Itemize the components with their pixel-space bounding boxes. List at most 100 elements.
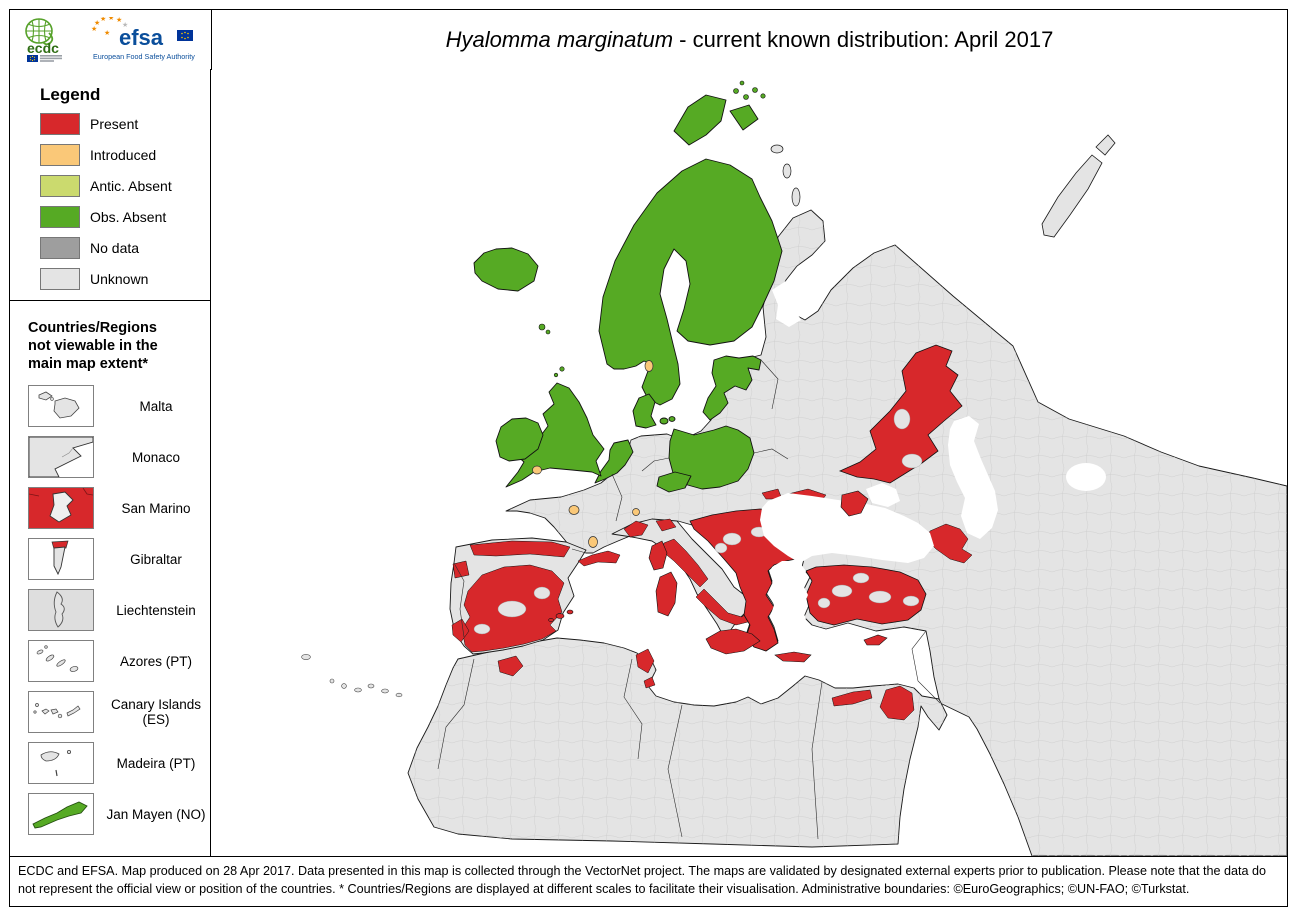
inset-item-azores: Azores (PT) bbox=[28, 640, 210, 683]
title-rest: - current known distribution: April 2017 bbox=[673, 26, 1054, 52]
map-region-madeira bbox=[301, 654, 311, 660]
map-region-novaya-zemlya bbox=[1041, 134, 1116, 238]
map-region-arctic-islands bbox=[770, 144, 801, 207]
map-region-turkey bbox=[805, 564, 927, 626]
legend-swatch-introduced bbox=[40, 144, 80, 166]
inset-item-jan-mayen: Jan Mayen (NO) bbox=[28, 793, 210, 836]
map-region-cyprus bbox=[863, 634, 888, 646]
inset-panel: Countries/Regions not viewable in the ma… bbox=[10, 301, 211, 856]
legend-item-antic-absent: Antic. Absent bbox=[40, 175, 210, 197]
header: ecdc ★ ★ ★ ★ ★ ★ ★ efsa European Food Safety… bbox=[10, 10, 1287, 70]
legend-swatch-antic-absent bbox=[40, 175, 80, 197]
san-marino-thumbnail bbox=[28, 487, 94, 530]
svg-text:★: ★ bbox=[122, 21, 128, 29]
map-region-morocco bbox=[497, 655, 524, 677]
map-region-caucasus bbox=[925, 523, 973, 564]
map-document-frame: ecdc ★ ★ ★ ★ ★ ★ ★ efsa European Food Safety… bbox=[9, 9, 1288, 907]
inset-item-madeira: Madeira (PT) bbox=[28, 742, 210, 785]
map-region-portugal-north bbox=[452, 560, 470, 579]
svg-text:★: ★ bbox=[94, 19, 100, 27]
map-region-faroe bbox=[538, 323, 551, 335]
white-sea bbox=[772, 281, 801, 327]
legend-item-obs-absent: Obs. Absent bbox=[40, 206, 210, 228]
map-region-benelux bbox=[594, 439, 634, 484]
legend-swatch-present bbox=[40, 113, 80, 135]
legend-item-introduced: Introduced bbox=[40, 144, 210, 166]
distribution-map-svg bbox=[301, 80, 1287, 856]
legend-swatch-unknown bbox=[40, 268, 80, 290]
ecdc-logo: ecdc bbox=[24, 17, 62, 62]
caspian-sea bbox=[948, 416, 998, 539]
map-region-crete bbox=[774, 651, 812, 663]
map-region-england-introduced bbox=[532, 465, 542, 475]
efsa-eu-flag-icon bbox=[176, 29, 193, 41]
black-sea bbox=[760, 493, 934, 563]
inset-item-canary-islands: Canary Islands (ES) bbox=[28, 691, 210, 734]
map-region-switzerland-introduced bbox=[632, 508, 640, 516]
legend-title: Legend bbox=[40, 85, 101, 104]
inset-panel-title: Countries/Regions not viewable in the ma… bbox=[28, 320, 158, 373]
map-region-sicily bbox=[705, 628, 761, 655]
country-borders bbox=[437, 359, 941, 840]
map-region-france-west-introduced bbox=[568, 505, 580, 515]
map-region-denmark-islands bbox=[659, 416, 676, 425]
map-region-balearics bbox=[548, 609, 574, 622]
title-species: Hyalomma marginatum bbox=[445, 26, 674, 52]
monaco-thumbnail bbox=[28, 436, 94, 479]
map-region-spain-unknown-patches bbox=[473, 586, 551, 635]
efsa-logo: ★★ ★ ★ ★★ ★ efsa European Food Safety Auth… bbox=[91, 17, 195, 61]
map-region-denmark bbox=[632, 393, 657, 429]
map-region-portugal-south bbox=[451, 618, 470, 643]
inset-item-liechtenstein: Liechtenstein bbox=[28, 589, 210, 632]
legend-panel: Legend Present Introduced Antic. Absent … bbox=[10, 69, 211, 301]
map-region-corsica bbox=[648, 540, 668, 571]
map-region-italy-central bbox=[661, 538, 709, 588]
efsa-wordmark: efsa bbox=[119, 25, 164, 50]
ecdc-eu-flag-icon bbox=[26, 54, 38, 62]
aral-sea bbox=[1066, 463, 1106, 491]
map-region-turkey-unknown-patches bbox=[817, 572, 920, 609]
admin-borders-texture-africa bbox=[408, 638, 947, 847]
legend-swatch-no-data bbox=[40, 237, 80, 259]
malta-thumbnail bbox=[28, 385, 94, 428]
footer-disclaimer: ECDC and EFSA. Map produced on 28 Apr 20… bbox=[18, 864, 1266, 897]
logo-cell: ecdc ★ ★ ★ ★ ★ ★ ★ efsa European Food Safety… bbox=[10, 10, 212, 69]
ecdc-wordmark: ecdc bbox=[27, 40, 59, 56]
map-region-svalbard bbox=[673, 94, 759, 146]
map-region-egypt-coast bbox=[831, 689, 873, 707]
svg-text:★: ★ bbox=[91, 25, 97, 33]
svg-text:★: ★ bbox=[104, 29, 110, 37]
map-region-south-russia-unknown-patches bbox=[893, 408, 923, 469]
map-region-iceland bbox=[473, 247, 539, 292]
map-region-france-med bbox=[577, 550, 621, 567]
footer: ECDC and EFSA. Map produced on 28 Apr 20… bbox=[10, 856, 1287, 906]
map-region-scandinavia bbox=[598, 158, 783, 406]
legend-swatch-obs-absent bbox=[40, 206, 80, 228]
svg-text:★: ★ bbox=[116, 17, 122, 24]
jan-mayen-thumbnail bbox=[28, 793, 94, 836]
map-region-tunisia bbox=[635, 648, 656, 689]
map-region-shetland bbox=[553, 366, 565, 378]
map-region-baltics bbox=[702, 355, 762, 421]
map-region-nile-delta bbox=[879, 685, 915, 721]
main-map bbox=[212, 69, 1287, 856]
sidebar: Legend Present Introduced Antic. Absent … bbox=[10, 69, 212, 856]
azores-thumbnail bbox=[28, 640, 94, 683]
map-region-france-south-introduced bbox=[588, 536, 598, 548]
aegean-sea bbox=[768, 561, 808, 625]
map-region-franz-josef-land bbox=[733, 80, 766, 100]
map-region-poland bbox=[668, 425, 755, 490]
map-region-crimea bbox=[840, 490, 869, 517]
inset-item-gibraltar: Gibraltar bbox=[28, 538, 210, 581]
inset-item-malta: Malta bbox=[28, 385, 210, 428]
map-region-czechia bbox=[656, 471, 692, 493]
sea-shapes bbox=[760, 281, 1106, 625]
page-title: Hyalomma marginatum - current known dist… bbox=[446, 27, 1054, 53]
map-region-italy-north bbox=[623, 518, 677, 538]
canary-islands-thumbnail bbox=[28, 691, 94, 734]
liechtenstein-thumbnail bbox=[28, 589, 94, 632]
inset-item-monaco: Monaco bbox=[28, 436, 210, 479]
svg-text:★: ★ bbox=[100, 17, 106, 23]
gibraltar-thumbnail bbox=[28, 538, 94, 581]
legend-item-unknown: Unknown bbox=[40, 268, 210, 290]
